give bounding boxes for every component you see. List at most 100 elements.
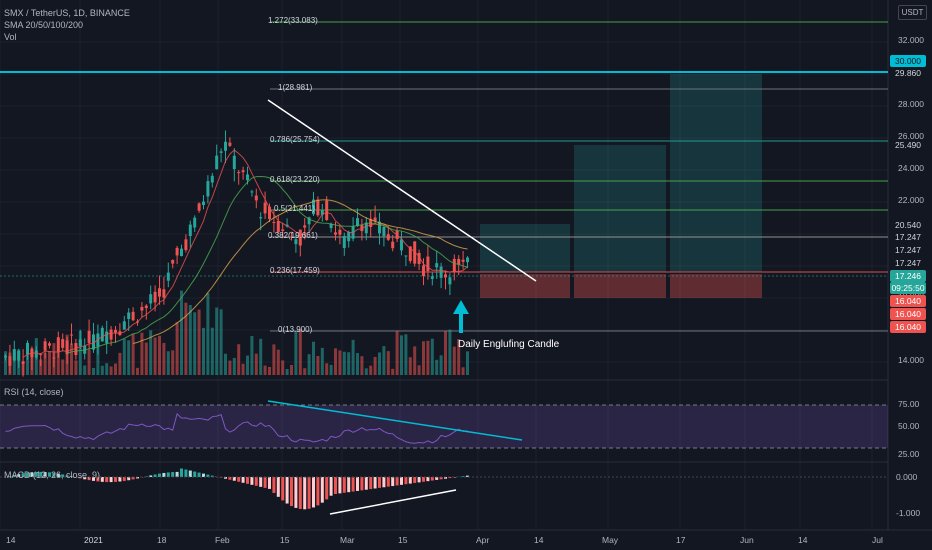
volume-bar (228, 360, 232, 375)
volume-bar (74, 360, 78, 375)
volume-bar (386, 351, 390, 375)
macd-bar (17, 474, 21, 477)
volume-bar (364, 368, 368, 375)
macd-divergence-line (329, 489, 457, 515)
macd-bar (373, 477, 377, 489)
macd-bar (342, 477, 346, 493)
candle (400, 239, 403, 251)
macd-bar (246, 477, 249, 484)
macd-bar (65, 475, 69, 477)
sma-lines (22, 149, 468, 358)
candle (347, 232, 351, 242)
candle (386, 234, 390, 240)
macd-bar (303, 477, 307, 510)
time-axis-label: Jun (740, 535, 754, 545)
macd-bar (12, 475, 16, 477)
candle (404, 255, 408, 257)
currency-selector[interactable]: USDT (898, 5, 927, 20)
macd-bar (290, 477, 293, 507)
candle (140, 306, 144, 311)
macd-bar (228, 477, 232, 480)
fib-label: 1.272(33.083) (268, 16, 318, 25)
candle (373, 217, 377, 222)
candle (43, 341, 47, 351)
volume-bar (153, 337, 157, 375)
candle (232, 155, 236, 169)
macd-bar (334, 477, 337, 494)
candle (114, 329, 117, 333)
macd-bar (444, 477, 447, 479)
volume-bar (184, 302, 188, 375)
candle (452, 258, 456, 272)
macd-pane (0, 468, 888, 515)
time-axis-label: 17 (676, 535, 686, 545)
macd-bar (193, 471, 197, 477)
candle (342, 235, 346, 248)
candle (34, 350, 38, 358)
volume-bar (417, 365, 421, 375)
candle (298, 229, 302, 246)
candle (131, 311, 135, 321)
volume-bar (250, 335, 254, 375)
volume-bar (241, 363, 245, 375)
volume-bar (193, 312, 197, 375)
volume-bar (70, 343, 73, 375)
candle (122, 321, 126, 330)
volume-bar (87, 350, 91, 375)
volume-bar (422, 341, 425, 375)
price-tag: 09:25:50 (890, 282, 926, 294)
annotation-text: Daily Englufing Candle (458, 339, 560, 350)
candle (61, 339, 65, 348)
volume-bar (149, 330, 153, 375)
volume-bar (105, 363, 109, 375)
rsi-band (0, 405, 888, 448)
macd-bar (118, 477, 122, 482)
macd-bar (162, 472, 166, 477)
candle (100, 327, 104, 342)
price-axis-label: 26.000 (898, 131, 924, 141)
time-axis-label: Mar (340, 535, 355, 545)
volume-bar (171, 350, 175, 375)
candle (276, 221, 280, 233)
macd-bar (285, 477, 289, 504)
price-tag: 25.490 (890, 139, 926, 151)
descending-trendline (267, 99, 537, 282)
candle (430, 276, 434, 279)
macd-bar (461, 476, 465, 477)
macd-bar (92, 477, 95, 481)
volume-bar (316, 355, 320, 375)
candle (158, 288, 161, 297)
volume-bar (320, 347, 324, 375)
time-axis-label: 2021 (84, 535, 103, 545)
macd-bar (56, 473, 60, 477)
volume-bar (206, 292, 210, 375)
volume-bar (144, 342, 148, 375)
legend-sma: SMA 20/50/100/200 (4, 20, 84, 30)
legend-symbol: SMX / TetherUS, 1D, BINANCE (4, 8, 130, 18)
macd-legend: MACD (12, 26, close, 9) (4, 470, 101, 480)
macd-bar (109, 477, 113, 483)
volume-bar (329, 364, 333, 375)
macd-bar (232, 477, 236, 481)
macd-bar (276, 477, 280, 497)
macd-bar (426, 477, 430, 482)
candle (254, 195, 258, 201)
target-zone (480, 224, 570, 272)
macd-bar (254, 477, 258, 486)
position-zones (480, 74, 762, 298)
macd-axis-label: -1.000 (896, 508, 921, 518)
rsi-pane (0, 400, 888, 449)
macd-bar (413, 477, 417, 483)
macd-bar (364, 477, 368, 490)
volume-bar (39, 359, 43, 375)
fib-retracement (0, 21, 888, 332)
volume-bar (312, 341, 315, 375)
candle (224, 141, 227, 151)
candle (78, 339, 82, 346)
macd-bar (241, 477, 245, 483)
macd-bar (26, 472, 29, 477)
price-tag: 16.040 (890, 295, 926, 307)
macd-bar (386, 477, 390, 487)
volume-bar (408, 357, 412, 375)
